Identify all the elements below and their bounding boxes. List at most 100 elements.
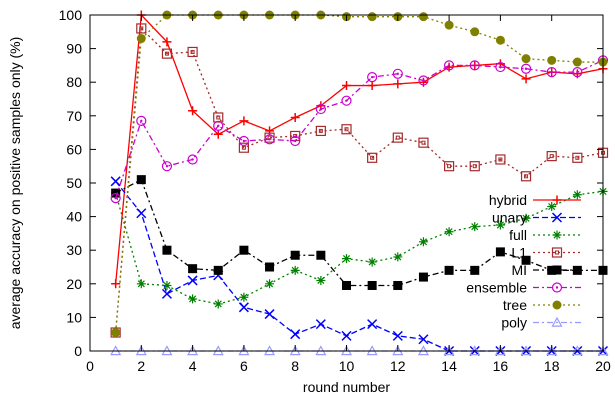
point-full <box>495 220 505 230</box>
point-ensemble-inner <box>319 107 323 111</box>
point-full <box>290 265 300 275</box>
point-unary <box>367 319 378 330</box>
legend-marker-MI <box>552 265 562 275</box>
point-full <box>265 279 275 289</box>
point-full <box>162 280 172 290</box>
y-tick-label: 10 <box>66 309 82 325</box>
legend-label-L1: L1 <box>511 245 527 261</box>
point-full <box>418 237 428 247</box>
point-ensemble-inner <box>396 72 399 76</box>
point-L1 <box>546 151 557 162</box>
point-ensemble <box>546 67 557 78</box>
point-ensemble-inner <box>114 196 117 200</box>
point-MI <box>444 265 454 275</box>
legend-label-hybrid: hybrid <box>489 192 527 208</box>
legend-entry-ensemble: ensemble <box>466 280 581 296</box>
point-ensemble <box>315 103 326 115</box>
point-MI <box>136 175 146 185</box>
legend-entry-full: full <box>509 227 581 243</box>
point-L1 <box>367 152 378 163</box>
point-tree <box>444 20 454 30</box>
point-ensemble-inner <box>294 139 297 143</box>
point-ensemble <box>264 134 275 145</box>
point-L1-inner <box>447 164 452 169</box>
x-tick-label: 6 <box>240 358 248 374</box>
point-ensemble <box>341 95 352 106</box>
legend-marker-hybrid <box>552 195 562 205</box>
point-MI <box>418 272 428 282</box>
point-ensemble-inner <box>550 70 553 74</box>
point-ensemble <box>418 75 429 86</box>
point-full <box>547 202 557 212</box>
point-L1 <box>392 132 403 143</box>
point-full <box>316 275 326 285</box>
point-L1 <box>469 161 480 172</box>
x-tick-label: 18 <box>544 358 560 374</box>
point-tree <box>367 12 377 22</box>
point-tree <box>418 12 428 22</box>
point-full <box>213 299 223 309</box>
point-ensemble-inner <box>345 99 348 102</box>
y-tick-label: 70 <box>66 108 82 124</box>
point-tree <box>136 34 146 44</box>
y-tick-label: 20 <box>66 276 82 292</box>
point-ensemble <box>213 120 224 131</box>
point-tree <box>521 54 531 64</box>
point-hybrid <box>393 79 403 89</box>
point-hybrid <box>290 112 300 122</box>
point-L1 <box>136 23 147 34</box>
point-MI <box>342 280 351 290</box>
point-ensemble <box>136 115 147 126</box>
series-MI <box>111 175 608 290</box>
legend-label-MI: MI <box>511 262 527 278</box>
legend-entry-unary: unary <box>492 210 581 226</box>
point-ensemble-inner <box>499 65 502 69</box>
point-ensemble-inner <box>524 67 528 70</box>
y-axis-label: average accuracy on positive samples onl… <box>7 37 23 330</box>
point-MI <box>213 265 223 275</box>
x-tick-label: 2 <box>137 358 145 374</box>
legend-entry-poly: poly <box>501 315 581 331</box>
legend-marker-ensemble-inner <box>555 286 559 289</box>
point-tree <box>470 27 480 37</box>
point-full <box>572 190 582 200</box>
y-tick-label: 40 <box>66 209 82 225</box>
point-hybrid <box>213 129 223 139</box>
series-ensemble <box>110 55 609 204</box>
point-L1-inner <box>139 26 144 31</box>
point-L1 <box>520 171 532 182</box>
point-full <box>342 254 351 264</box>
point-L1 <box>161 48 173 59</box>
point-full <box>444 227 454 237</box>
point-ensemble-inner <box>473 64 476 67</box>
point-ensemble <box>520 63 532 74</box>
point-MI <box>188 264 198 274</box>
point-hybrid <box>239 116 249 126</box>
legend-entry-MI: MI <box>511 262 581 278</box>
point-L1-inner <box>344 127 349 132</box>
point-L1-inner <box>370 155 375 160</box>
point-MI <box>393 280 403 290</box>
point-ensemble-inner <box>191 158 194 161</box>
point-tree <box>495 35 505 45</box>
point-L1 <box>213 112 224 123</box>
legend-label-poly: poly <box>501 315 527 331</box>
series-line-unary <box>115 180 603 352</box>
point-ensemble <box>444 60 455 71</box>
point-unary <box>187 275 198 286</box>
legend-marker-L1 <box>551 247 563 258</box>
point-unary <box>238 302 249 313</box>
series-unary <box>110 176 609 357</box>
legend-marker-poly <box>551 316 563 327</box>
point-L1-inner <box>216 115 221 120</box>
point-L1-inner <box>190 49 195 54</box>
point-ensemble-inner <box>217 124 220 128</box>
point-MI <box>239 245 249 255</box>
point-ensemble-inner <box>422 79 425 82</box>
y-tick-label: 100 <box>59 7 83 23</box>
point-L1-inner <box>549 154 554 159</box>
point-full <box>393 252 403 262</box>
point-ensemble-inner <box>447 64 451 67</box>
point-ensemble-inner <box>242 139 246 143</box>
